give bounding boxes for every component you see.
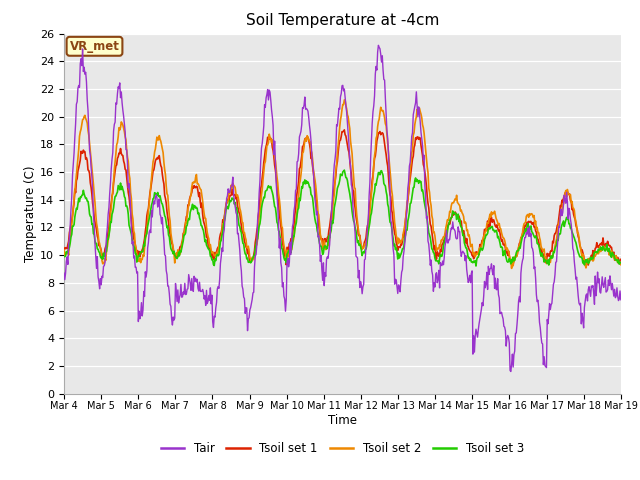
Text: VR_met: VR_met (70, 40, 120, 53)
X-axis label: Time: Time (328, 414, 357, 427)
Y-axis label: Temperature (C): Temperature (C) (24, 165, 37, 262)
Legend: Tair, Tsoil set 1, Tsoil set 2, Tsoil set 3: Tair, Tsoil set 1, Tsoil set 2, Tsoil se… (156, 437, 529, 460)
Title: Soil Temperature at -4cm: Soil Temperature at -4cm (246, 13, 439, 28)
